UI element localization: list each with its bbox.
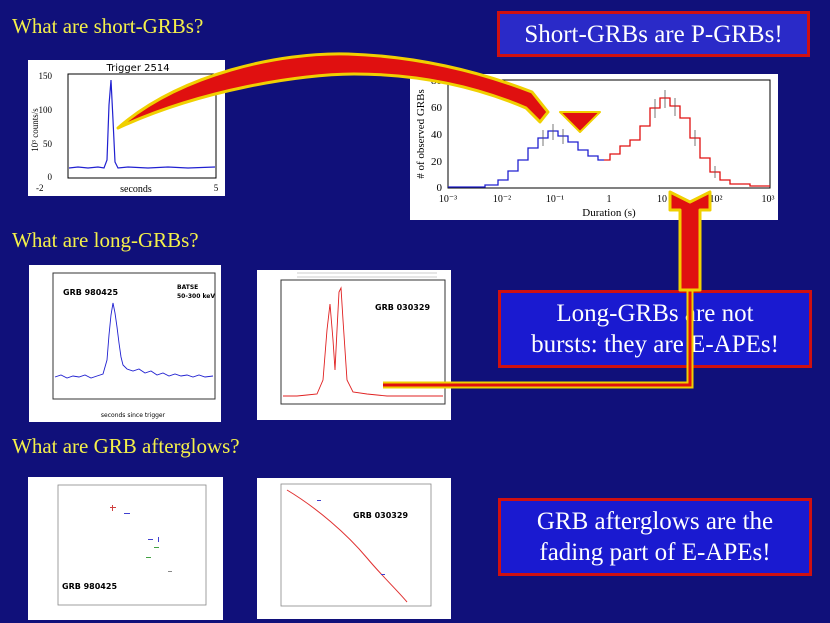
grb980425-energy: 50-300 keV (177, 293, 215, 300)
hist-xtick: 10³ (762, 194, 775, 205)
grb030329-curve (283, 286, 443, 397)
grb030329-afterglow: GRB 030329 (257, 478, 451, 619)
grb030329-lightcurve: GRB 030329 (257, 270, 451, 420)
callout-long-line1: Long-GRBs are not (556, 300, 754, 327)
trigger-xlabel: seconds (120, 184, 152, 195)
trigger-ylabel: 10³ counts/s (30, 108, 40, 152)
trigger-xtick: 5 (214, 183, 219, 193)
hist-ytick: 80 (431, 75, 443, 87)
grb030329-lc-label: GRB 030329 (375, 303, 430, 312)
callout-long-line2: bursts: they are E-APEs! (531, 331, 779, 358)
trigger-curve (68, 79, 216, 169)
grb030329-ag-label: GRB 030329 (353, 511, 408, 520)
trigger-plot-title: Trigger 2514 (105, 63, 169, 74)
grb980425-instrument: BATSE (177, 284, 198, 291)
grb980425-curve (54, 302, 214, 379)
grb030329-afterglow-curve (286, 489, 408, 603)
question-grb-afterglows: What are GRB afterglows? (12, 434, 240, 458)
histogram-error-bars (542, 90, 716, 178)
hist-ytick: 20 (431, 156, 443, 168)
hist-xtick: 10⁻³ (439, 194, 457, 205)
hist-xtick: 10⁻¹ (546, 194, 564, 205)
hist-ylabel: # of observed GRBs (415, 89, 427, 179)
trigger-ytick: 50 (43, 139, 53, 149)
trigger-xtick: -2 (36, 183, 44, 193)
callout-grb-afterglows: GRB afterglows are the fading part of E-… (498, 498, 812, 576)
grb030329-header (297, 272, 437, 278)
grb980425-lc-label: GRB 980425 (63, 288, 118, 297)
grb030329-ag-point (317, 500, 321, 501)
hist-xtick: 10⁻² (493, 194, 511, 205)
hist-xtick: 10 (657, 194, 667, 205)
callout-afterglow-line1: GRB afterglows are the (536, 508, 774, 535)
grb980425-afterglow: GRB 980425 (28, 477, 223, 620)
callout-short-grbs: Short-GRBs are P-GRBs! (497, 11, 810, 57)
grb980425-lightcurve: GRB 980425 BATSE 50-300 keV seconds sinc… (29, 265, 221, 422)
trigger-ytick: 100 (39, 105, 53, 115)
question-short-grbs: What are short-GRBs? (12, 14, 204, 38)
trigger-2514-plot: Trigger 2514 150 100 50 0 10³ counts/s -… (28, 60, 225, 196)
trigger-ytick: 0 (48, 172, 53, 182)
callout-long-grbs: Long-GRBs are not bursts: they are E-APE… (498, 290, 812, 368)
question-long-grbs: What are long-GRBs? (12, 228, 199, 252)
callout-short-text: Short-GRBs are P-GRBs! (524, 21, 783, 48)
duration-histogram: 80 60 40 20 0 # of observed GRBs 10⁻³ 10… (410, 74, 778, 220)
callout-afterglow-line2: fading part of E-APEs! (539, 539, 771, 566)
hist-xtick: 1 (607, 194, 612, 205)
long-grb-histogram (604, 97, 770, 187)
hist-ytick: 40 (431, 129, 443, 141)
hist-ytick: 60 (431, 102, 443, 114)
hist-xlabel: Duration (s) (582, 207, 636, 219)
hist-xtick: 10² (710, 194, 723, 205)
grb980425-ag-label: GRB 980425 (62, 582, 117, 591)
grb030329-ag-point (381, 574, 385, 575)
hist-ytick: 0 (437, 182, 443, 194)
grb980425-afterglow-points (110, 505, 172, 572)
short-grb-histogram (448, 130, 604, 188)
trigger-ytick: 150 (39, 71, 53, 81)
grb980425-xlabel: seconds since trigger (101, 412, 166, 419)
